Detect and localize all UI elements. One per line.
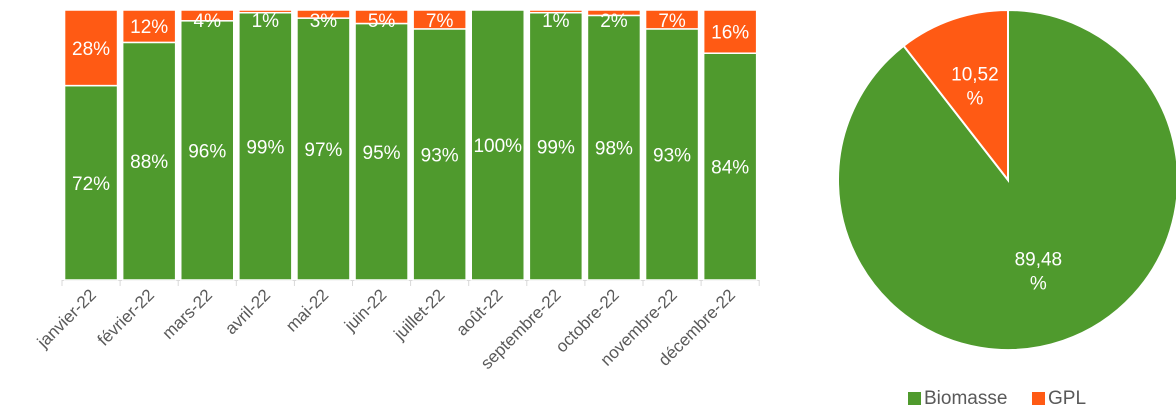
data-label: 99% <box>246 137 284 158</box>
pie-data-label: 89,48 <box>1015 249 1063 270</box>
data-label: 12% <box>130 17 168 38</box>
bar-biomasse-1 <box>121 41 177 281</box>
bar-biomasse-5 <box>354 22 409 281</box>
data-label: 98% <box>595 139 633 160</box>
bar-biomasse-0 <box>63 84 119 281</box>
legend-swatch-biomasse <box>908 392 921 405</box>
bar-gpl-4 <box>296 9 351 19</box>
bar-gpl-2 <box>180 9 235 22</box>
legend-label-gpl: GPL <box>1048 388 1086 409</box>
data-label: 7% <box>426 11 454 32</box>
bar-gpl-5 <box>354 9 409 25</box>
data-label: 95% <box>363 143 401 164</box>
data-label: 72% <box>72 174 110 195</box>
pie-slice-gpl <box>902 8 1009 183</box>
pie-chart: 89,48% 10,52% Biomasse GPL <box>837 8 1176 409</box>
data-label: 4% <box>194 11 222 32</box>
data-label: 16% <box>711 23 749 44</box>
bar-biomasse-7 <box>470 9 525 281</box>
x-tick-label: février-22 <box>94 285 158 349</box>
x-tick-label: mars-22 <box>159 285 217 343</box>
data-label: 3% <box>310 11 338 32</box>
bar-biomasse-8 <box>528 11 584 281</box>
bar-gpl-3 <box>238 9 293 14</box>
legend-swatch-gpl <box>1032 392 1045 405</box>
bar-gpl-1 <box>121 9 177 44</box>
data-label: 88% <box>130 152 168 173</box>
data-label: 99% <box>537 137 575 158</box>
bar-biomasse-4 <box>296 17 351 281</box>
x-tick-label: avril-22 <box>221 285 274 338</box>
data-label: 84% <box>711 158 749 179</box>
x-tick-label: août-22 <box>452 285 506 339</box>
data-label: 2% <box>600 11 628 32</box>
data-label: 1% <box>542 11 570 32</box>
pie-data-label: 10,52 <box>951 65 999 86</box>
bar-biomasse-9 <box>586 14 642 281</box>
bar-biomasse-2 <box>180 20 235 281</box>
bar-gpl-8 <box>528 9 584 14</box>
data-label: 1% <box>252 11 280 32</box>
legend: Biomasse GPL <box>908 388 1086 409</box>
legend-label-biomasse: Biomasse <box>924 388 1007 409</box>
data-label: 97% <box>304 140 342 161</box>
pie-data-label-unit: % <box>1030 273 1047 294</box>
bar-biomasse-3 <box>238 11 293 281</box>
x-tick-label: janvier-22 <box>33 285 100 352</box>
pie-data-label-unit: % <box>966 89 983 110</box>
x-tick-label: juin-22 <box>340 285 390 335</box>
data-label: 96% <box>188 141 226 162</box>
data-label: 93% <box>653 145 691 166</box>
data-label: 7% <box>658 11 686 32</box>
data-label: 5% <box>368 11 396 32</box>
bar-gpl-0 <box>63 9 119 87</box>
bar-biomasse-10 <box>644 28 700 281</box>
bar-biomasse-6 <box>412 28 467 281</box>
data-label: 28% <box>72 39 110 60</box>
data-label: 93% <box>421 145 459 166</box>
x-tick-label: mai-22 <box>282 285 332 335</box>
bar-gpl-11 <box>702 9 758 54</box>
data-label: 100% <box>473 136 522 157</box>
bar-gpl-9 <box>586 9 642 17</box>
bar-chart: 72% 28% janvier-22 88% 12% février-22 96% 4% mar… <box>33 9 760 373</box>
bar-gpl-6 <box>412 9 467 30</box>
x-tick-label: juillet-22 <box>390 285 449 344</box>
bar-gpl-10 <box>644 9 700 30</box>
